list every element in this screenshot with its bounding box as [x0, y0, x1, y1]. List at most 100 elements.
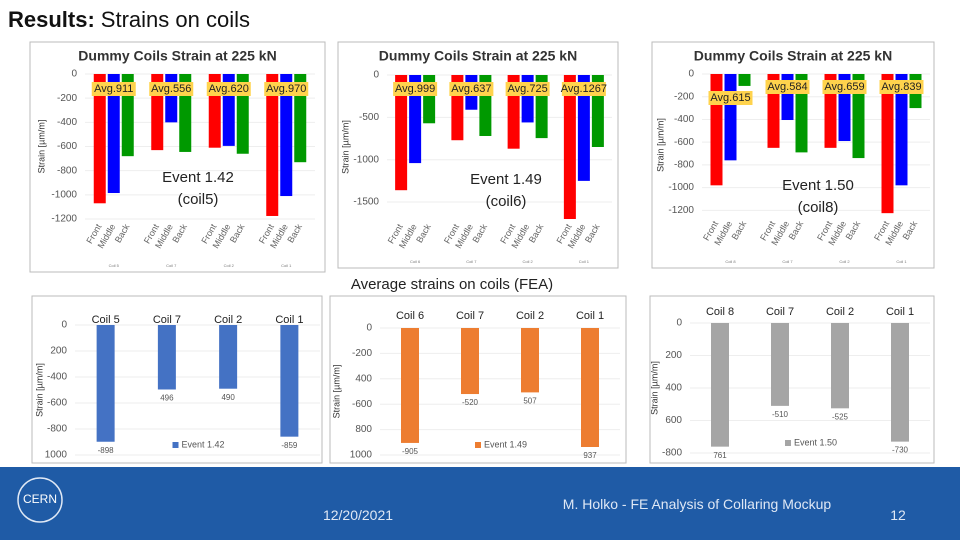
value-label: 490: [221, 393, 235, 402]
category-label: Coil 8: [725, 259, 736, 264]
annotation: Avg.970: [266, 83, 306, 95]
footer-author: M. Holko - FE Analysis of Collaring Mock…: [562, 496, 832, 512]
event-coil: (coil8): [798, 199, 839, 216]
bar: [710, 74, 723, 186]
bar: [401, 328, 419, 443]
category-label: Coil 1: [896, 259, 907, 264]
y-tick-label: -200: [352, 348, 372, 359]
category-label: Coil 7: [782, 259, 793, 264]
annotation-bg: [449, 82, 494, 96]
y-tick-label: 0: [61, 320, 67, 331]
category-label: Coil 6: [410, 259, 421, 264]
category-label: Coil 5: [92, 314, 120, 326]
annotation-bg: [505, 82, 550, 96]
bar: [711, 323, 729, 447]
legend-swatch: [172, 442, 179, 448]
annotation: Avg.556: [151, 83, 191, 95]
category-label: Coil 6: [396, 310, 424, 322]
category-label: Coil 2: [214, 314, 242, 326]
category-label: Coil 7: [166, 263, 177, 268]
y-tick-label: -600: [57, 141, 77, 152]
annotation-bg: [264, 82, 309, 96]
legend-label: Event 1.42: [182, 439, 225, 449]
y-axis-title: Strain [µm/m]: [34, 363, 44, 417]
y-axis-title: Strain [µm/m]: [655, 118, 665, 172]
y-axis-title: Strain [µm/m]: [340, 120, 350, 174]
bar: [581, 328, 599, 447]
annotation-bg: [206, 82, 251, 96]
annotation-bg: [708, 91, 753, 105]
value-label: -905: [402, 447, 419, 456]
y-tick-label: -800: [47, 424, 67, 435]
annotation: Avg.637: [451, 83, 491, 95]
category-label: Coil 2: [839, 259, 850, 264]
bar: [461, 328, 479, 395]
category-label: Coil 8: [706, 306, 734, 318]
annotation: Avg.1267: [561, 83, 607, 95]
y-tick-label: 0: [366, 323, 372, 334]
value-label: 496: [160, 394, 174, 403]
bar: [852, 74, 865, 159]
y-tick-label: -400: [674, 114, 694, 125]
y-tick-label: -400: [47, 372, 67, 383]
legend-label: Event 1.50: [794, 437, 837, 447]
event-label: Event 1.49: [470, 171, 542, 188]
y-tick-label: -1000: [353, 154, 379, 165]
bar: [881, 74, 894, 214]
event-label: Event 1.50: [782, 177, 854, 194]
y-tick-label: -400: [57, 117, 77, 128]
category-label: Coil 2: [224, 263, 235, 268]
y-tick-label: -200: [674, 91, 694, 102]
annotation-bg: [393, 82, 438, 96]
y-tick-label: -1500: [353, 197, 379, 208]
bar: [266, 74, 279, 216]
annotation: Avg.620: [209, 83, 249, 95]
y-tick-label: 0: [688, 69, 694, 80]
y-tick-label: 200: [665, 350, 682, 361]
bar: [157, 325, 176, 390]
annotation-bg: [879, 80, 924, 94]
chart-frame: [31, 295, 323, 464]
y-axis-title: Strain [µm/m]: [331, 365, 341, 419]
annotation: Avg.839: [881, 81, 921, 93]
bar: [738, 74, 751, 86]
category-label: Coil 2: [523, 259, 534, 264]
annotation: Avg.584: [767, 81, 807, 93]
category-label: Coil 1: [886, 306, 914, 318]
value-label: -730: [892, 446, 909, 455]
bar: [165, 74, 178, 123]
value-label: -859: [281, 441, 298, 450]
y-tick-label: -1000: [668, 182, 694, 193]
value-label: 937: [583, 451, 597, 460]
category-label: Coil 1: [579, 259, 590, 264]
y-tick-label: -1200: [51, 214, 77, 225]
chart-frame: [649, 295, 935, 464]
annotation: Avg.659: [824, 81, 864, 93]
value-label: 761: [713, 451, 727, 460]
value-label: -898: [98, 446, 115, 455]
annotation-bg: [822, 80, 867, 94]
y-tick-label: -800: [674, 160, 694, 171]
y-tick-label: 0: [373, 70, 379, 81]
event-coil: (coil6): [486, 193, 527, 210]
bar: [395, 75, 408, 191]
bar: [294, 74, 307, 163]
annotation-bg: [561, 82, 606, 96]
annotation: Avg.911: [94, 83, 133, 95]
logo-ring: [17, 477, 63, 523]
y-tick-label: -600: [352, 399, 372, 410]
y-tick-label: -500: [359, 112, 379, 123]
y-tick-label: -1000: [51, 189, 77, 200]
y-tick-label: 600: [665, 415, 682, 426]
bar: [280, 74, 293, 197]
y-tick-label: 1000: [350, 450, 373, 461]
bar: [724, 74, 737, 161]
title-bold: Results:: [8, 7, 95, 32]
category-label: Coil 2: [516, 310, 544, 322]
y-tick-label: 0: [676, 318, 682, 329]
event-label: Event 1.42: [162, 169, 234, 186]
y-tick-label: 0: [71, 69, 77, 80]
bar: [107, 74, 120, 194]
